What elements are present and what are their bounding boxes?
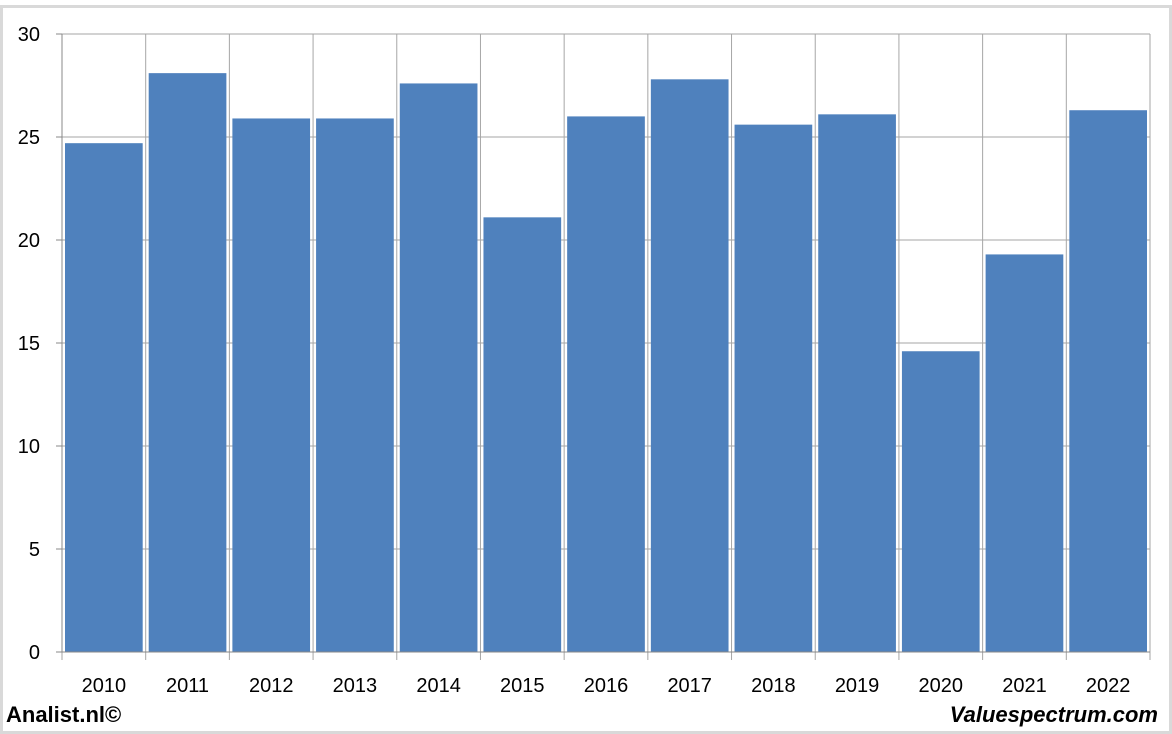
bar-2010 (65, 143, 143, 652)
x-tick-label: 2018 (751, 675, 796, 697)
y-tick-label: 25 (18, 127, 40, 149)
x-tick-label: 2021 (1002, 675, 1047, 697)
bar-2018 (734, 124, 813, 652)
x-tick-label: 2016 (584, 675, 629, 697)
x-tick-label: 2020 (919, 675, 964, 697)
x-tick-label: 2010 (82, 675, 127, 697)
footer-source-left: Analist.nl© (6, 702, 122, 727)
bar-2022 (1069, 110, 1147, 653)
y-tick-label: 30 (18, 24, 40, 46)
bar-2014 (399, 83, 478, 652)
bar-2019 (818, 114, 896, 653)
y-tick-label: 15 (18, 333, 40, 355)
y-tick-label: 20 (18, 230, 40, 252)
x-tick-label: 2019 (835, 675, 880, 697)
bar-2017 (650, 79, 729, 652)
x-tick-labels: 2010 2011 2012 2013 2014 2015 2016 2017 2018 2019… (82, 675, 1131, 697)
y-tick-label: 0 (29, 642, 40, 664)
y-tick-label: 10 (18, 436, 40, 458)
x-tick-label: 2022 (1086, 675, 1131, 697)
bar-2020 (901, 351, 980, 652)
bar-2013 (316, 118, 394, 652)
bar-2012 (232, 118, 311, 652)
bar-2011 (148, 73, 227, 652)
x-tick-label: 2011 (166, 675, 209, 697)
x-tick-label: 2017 (667, 675, 712, 697)
x-tick-label: 2012 (249, 675, 294, 697)
axes (56, 33, 1150, 653)
y-tick-label: 5 (29, 539, 40, 561)
x-tick-label: 2015 (500, 675, 545, 697)
bars (65, 73, 1147, 653)
footer-source-right: Valuespectrum.com (949, 702, 1158, 727)
y-tick-labels: 0 5 10 15 20 25 30 (18, 24, 40, 664)
bar-2021 (985, 254, 1064, 653)
bar-2016 (567, 116, 645, 652)
x-tick-label: 2013 (333, 675, 378, 697)
x-tick-label: 2014 (416, 675, 461, 697)
bar-2015 (483, 217, 562, 652)
